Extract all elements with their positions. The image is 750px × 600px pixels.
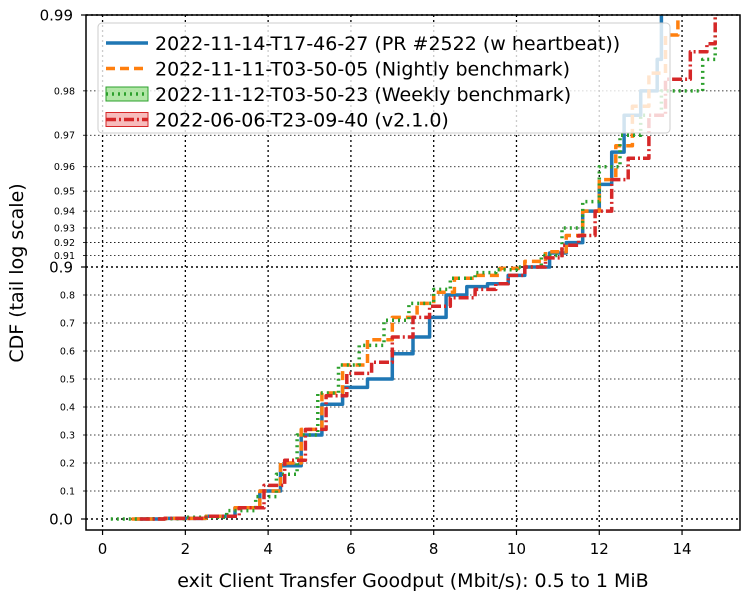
y-minor-tick-label: 0.92 [54, 238, 75, 249]
y-minor-tick-label: 0.96 [54, 162, 75, 173]
x-axis-label: exit Client Transfer Goodput (Mbit/s): 0… [177, 570, 648, 592]
series-line-2 [131, 15, 680, 521]
legend-label: 2022-11-12-T03-50-23 (Weekly benchmark) [155, 84, 571, 106]
y-major-tick-label: 0.99 [40, 7, 73, 25]
y-major-tick-label: 0.0 [49, 511, 73, 529]
y-major-tick-label: 0.9 [49, 259, 73, 277]
series-line-4 [139, 15, 717, 521]
y-axis-label: CDF (tail log scale) [6, 183, 28, 362]
y-minor-tick-label: 0.6 [60, 347, 75, 358]
x-tick-label: 14 [673, 540, 692, 558]
series-lines [110, 15, 717, 521]
x-tick-label: 2 [181, 540, 191, 558]
y-minor-tick-label: 0.5 [60, 375, 75, 386]
y-minor-tick-label: 0.95 [54, 187, 75, 198]
legend: 2022-11-14-T17-46-27 (PR #2522 (w heartb… [97, 22, 671, 134]
y-minor-tick-label: 0.4 [60, 403, 75, 414]
x-tick-label: 0 [98, 540, 108, 558]
axis-ticks: 0 2 4 6 8 10 12 140.10.20.30.40.50.60.70.80.910… [40, 7, 692, 559]
x-tick-label: 8 [429, 540, 439, 558]
plot-frame [85, 14, 741, 531]
y-minor-tick-label: 0.8 [60, 291, 75, 302]
y-minor-tick-label: 0.91 [54, 251, 75, 262]
x-tick-label: 12 [590, 540, 609, 558]
y-minor-tick-label: 0.3 [60, 431, 75, 442]
y-minor-tick-label: 0.94 [54, 207, 75, 218]
y-minor-tick-label: 0.93 [54, 223, 75, 234]
x-tick-label: 10 [507, 540, 526, 558]
y-minor-tick-label: 0.98 [54, 86, 75, 97]
y-minor-tick-label: 0.2 [60, 459, 75, 470]
legend-label: 2022-11-11-T03-50-05 (Nightly benchmark) [155, 59, 570, 81]
y-minor-tick-label: 0.7 [60, 319, 75, 330]
y-minor-tick-label: 0.1 [60, 487, 75, 498]
x-tick-label: 6 [346, 540, 356, 558]
legend-box [97, 22, 671, 134]
legend-label: 2022-11-14-T17-46-27 (PR #2522 (w heartb… [155, 33, 620, 55]
x-tick-label: 4 [263, 540, 273, 558]
legend-label: 2022-06-06-T23-09-40 (v2.1.0) [155, 110, 449, 132]
y-minor-tick-label: 0.97 [54, 131, 75, 142]
